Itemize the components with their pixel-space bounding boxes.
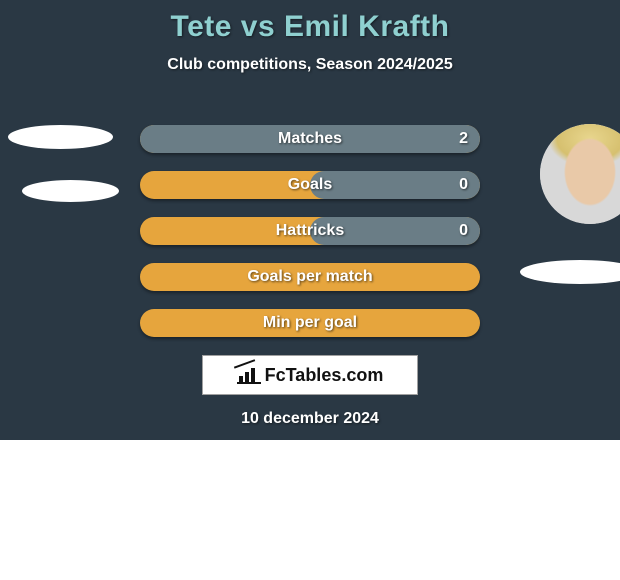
stat-bars: Matches 2 Goals 0 Hattricks 0 Goals per … <box>140 125 480 355</box>
decor-ellipse-left-2 <box>22 180 119 202</box>
source-logo-text: FcTables.com <box>265 365 384 386</box>
subtitle: Club competitions, Season 2024/2025 <box>0 56 620 74</box>
bar-value: 2 <box>459 125 468 153</box>
bar-label: Hattricks <box>140 217 480 245</box>
player-face-icon <box>540 124 620 224</box>
decor-ellipse-right <box>520 260 620 284</box>
page-title: Tete vs Emil Krafth <box>0 0 620 44</box>
source-logo-box: FcTables.com <box>202 355 418 395</box>
stat-row-goals: Goals 0 <box>140 171 480 199</box>
stat-row-matches: Matches 2 <box>140 125 480 153</box>
bar-value: 0 <box>459 171 468 199</box>
source-logo: FcTables.com <box>237 365 384 386</box>
stat-row-goals-per-match: Goals per match <box>140 263 480 291</box>
stat-row-min-per-goal: Min per goal <box>140 309 480 337</box>
comparison-panel: Tete vs Emil Krafth Club competitions, S… <box>0 0 620 440</box>
snapshot-date: 10 december 2024 <box>0 410 620 428</box>
bar-label: Goals <box>140 171 480 199</box>
bar-label: Matches <box>140 125 480 153</box>
bar-value: 0 <box>459 217 468 245</box>
bar-label: Min per goal <box>140 309 480 337</box>
bar-label: Goals per match <box>140 263 480 291</box>
avatar-right <box>540 124 620 224</box>
bar-chart-icon <box>237 366 261 384</box>
stat-row-hattricks: Hattricks 0 <box>140 217 480 245</box>
decor-ellipse-left-1 <box>8 125 113 149</box>
